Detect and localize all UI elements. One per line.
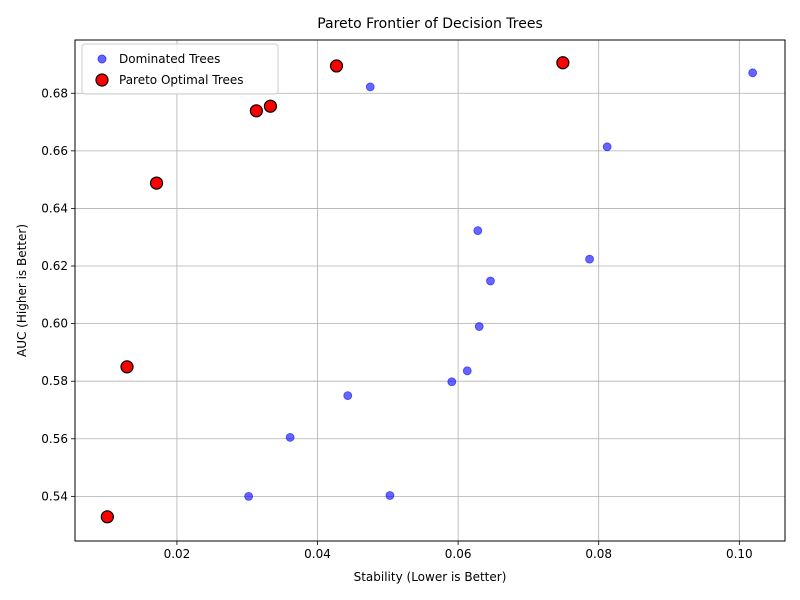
chart-title: Pareto Frontier of Decision Trees [317, 16, 543, 32]
x-tick-label: 0.04 [304, 547, 331, 561]
pareto-point [120, 360, 134, 374]
x-axis-label: Stability (Lower is Better) [354, 570, 507, 584]
y-tick-label: 0.64 [41, 201, 68, 215]
x-tick-label: 0.02 [164, 547, 191, 561]
y-axis-label: AUC (Higher is Better) [15, 224, 29, 357]
dominated-point [473, 226, 483, 236]
y-tick-label: 0.66 [41, 144, 68, 158]
y-tick-label: 0.54 [41, 489, 68, 503]
axis-ticks: 0.02 0.04 0.06 0.08 0.10 0.54 0.56 0.58 0.60 0.62… [41, 86, 752, 561]
pareto-point [149, 176, 164, 190]
x-tick-label: 0.06 [445, 547, 472, 561]
legend-label-dominated: Dominated Trees [119, 52, 220, 66]
x-tick-label: 0.10 [726, 547, 753, 561]
y-tick-label: 0.62 [41, 259, 68, 273]
x-tick-label: 0.08 [585, 547, 612, 561]
plot-area-frame [74, 39, 786, 542]
legend-marker-pareto [95, 73, 109, 87]
legend: Dominated Trees Pareto Optimal Trees [81, 43, 279, 95]
dominated-point [343, 391, 353, 400]
dominated-point [602, 142, 612, 152]
y-tick-label: 0.60 [41, 317, 68, 331]
dominated-point [585, 254, 594, 264]
y-tick-label: 0.58 [41, 374, 68, 388]
legend-label-pareto: Pareto Optimal Trees [119, 73, 244, 87]
y-tick-label: 0.56 [41, 432, 68, 446]
dominated-point [365, 82, 375, 92]
legend-marker-dominated [97, 54, 107, 64]
pareto-point [329, 59, 344, 73]
dominated-point [385, 491, 395, 500]
y-tick-label: 0.68 [41, 86, 68, 100]
dominated-point [447, 377, 457, 387]
grid-lines [75, 40, 785, 541]
dominated-point [474, 322, 484, 331]
pareto-point [556, 56, 570, 70]
pareto-point [100, 510, 114, 524]
pareto-point [263, 99, 278, 113]
dominated-point [462, 366, 472, 376]
dominated-point [748, 68, 758, 78]
dominated-point [486, 276, 495, 286]
dominated-point [244, 491, 254, 501]
pareto-point [249, 104, 263, 118]
data-points [100, 56, 758, 524]
dominated-point [285, 432, 295, 442]
legend-box [81, 43, 279, 95]
